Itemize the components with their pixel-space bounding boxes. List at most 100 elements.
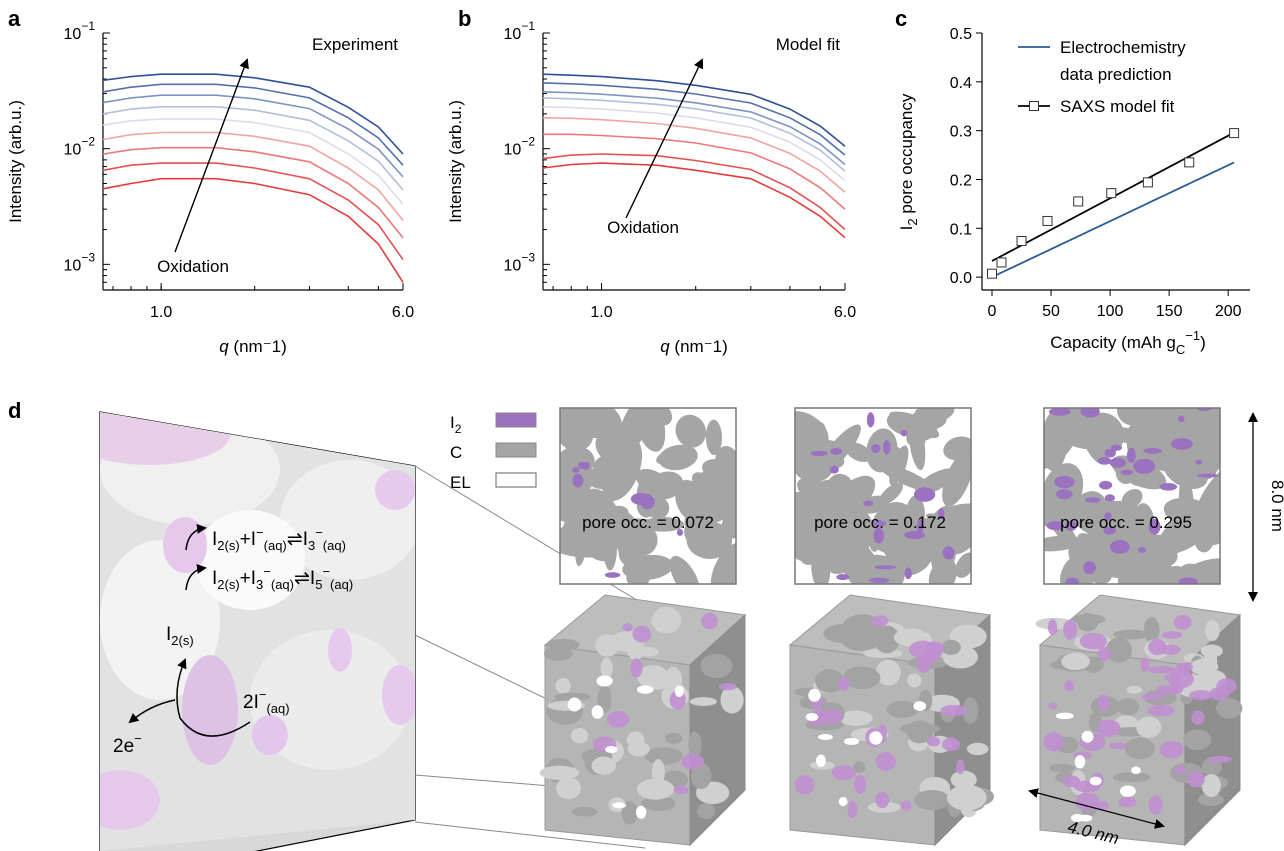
iodine-region bbox=[868, 577, 890, 584]
iodine-region bbox=[874, 565, 897, 570]
carbon-blob bbox=[814, 669, 845, 693]
carbon-blob bbox=[1124, 737, 1156, 760]
iodine-blob bbox=[837, 677, 850, 692]
carbon-blob bbox=[962, 697, 979, 725]
electron-arrow bbox=[128, 699, 176, 724]
pore-opening bbox=[591, 705, 604, 719]
legend-label-electrochemistry-2: data prediction bbox=[1060, 65, 1172, 84]
y-tick-label: 0.2 bbox=[950, 172, 972, 189]
iodine-region bbox=[863, 500, 874, 507]
electrons-label: 2e− bbox=[113, 731, 142, 757]
carbon-blob bbox=[886, 700, 919, 718]
pore-occ-label-3: pore occ. = 0.295 bbox=[1060, 513, 1192, 532]
iodine-blob bbox=[1097, 646, 1112, 661]
iodine-region bbox=[1065, 520, 1077, 531]
slice-content bbox=[1044, 408, 1220, 584]
iodine-region bbox=[572, 467, 580, 473]
carbon-region bbox=[701, 459, 731, 479]
pore-opening bbox=[869, 731, 883, 745]
iodine-region bbox=[873, 527, 884, 544]
carbon-blob bbox=[626, 638, 645, 661]
pore-opening bbox=[567, 697, 582, 712]
carbon-blob bbox=[1216, 698, 1243, 719]
y-tick-label: 10−3 bbox=[64, 250, 96, 274]
iodine-blob bbox=[673, 785, 689, 795]
iodine-region bbox=[1110, 540, 1130, 554]
iodine-blob bbox=[1062, 775, 1081, 788]
saxs-data-point bbox=[1016, 235, 1027, 246]
iodine-region bbox=[1046, 520, 1065, 531]
oxidation-label: Oxidation bbox=[607, 218, 679, 237]
pore-opening bbox=[1055, 712, 1074, 720]
y-tick-label: 0.1 bbox=[950, 221, 972, 238]
carbon-blob bbox=[688, 731, 702, 758]
iodine-blob bbox=[916, 653, 938, 665]
iodine-blob bbox=[900, 800, 912, 811]
iodine-blob bbox=[1097, 694, 1110, 712]
iodine-region bbox=[581, 461, 590, 470]
reaction-2: I2(s)+I3−(aq)⇌I5−(aq) bbox=[212, 564, 353, 592]
iodine-region bbox=[937, 508, 945, 520]
pore-opening bbox=[1081, 730, 1094, 743]
carbon-blob bbox=[1190, 658, 1219, 676]
cube-1 bbox=[539, 594, 747, 847]
iodine-region bbox=[942, 546, 955, 560]
carbon-region bbox=[1145, 416, 1168, 440]
carbon-region bbox=[828, 516, 864, 548]
x-tick-label: 6.0 bbox=[834, 304, 856, 321]
carbon-blob bbox=[636, 778, 675, 800]
iodine-region bbox=[1143, 448, 1163, 454]
iodine-blob bbox=[1187, 770, 1205, 788]
zoom-inset bbox=[99, 411, 646, 851]
y-tick-label: 10−2 bbox=[504, 135, 536, 159]
iodine-region bbox=[1170, 437, 1193, 450]
cross-section-slices bbox=[559, 407, 1221, 585]
saxs-data-point bbox=[1073, 196, 1084, 207]
y-axis-label: I2 pore occupancy bbox=[897, 93, 920, 230]
slice-content bbox=[560, 408, 736, 584]
pore-opening bbox=[843, 737, 860, 745]
carbon-blob bbox=[1048, 763, 1075, 773]
carbon-blob bbox=[1197, 793, 1225, 806]
carbon-region bbox=[845, 442, 872, 462]
x-axis-label: q (nm⁻1) bbox=[660, 337, 728, 356]
series-line-1 bbox=[542, 162, 846, 239]
legend-swatch-i2 bbox=[495, 412, 537, 428]
iodine-blob bbox=[1147, 666, 1176, 674]
iodine-blob bbox=[821, 709, 843, 724]
x-tick-label: 200 bbox=[1215, 303, 1242, 320]
carbon-blob bbox=[1113, 629, 1150, 640]
iodine-blob bbox=[1048, 702, 1058, 709]
carbon-blob bbox=[1105, 637, 1133, 663]
y-axis-label: Intensity (arb.u.) bbox=[6, 100, 25, 223]
carbon-region bbox=[675, 414, 707, 448]
iodine-blob bbox=[1159, 741, 1184, 759]
series-line-1 bbox=[102, 177, 404, 283]
zoom-line-bottom bbox=[414, 821, 646, 849]
chart-c-pore-occupancy: 0.0 0.1 0.2 0.3 0.4 0.5 0 50 100 150 200 Electroche… bbox=[897, 26, 1250, 357]
iodine-blob bbox=[831, 765, 856, 781]
iodine-region bbox=[1103, 526, 1117, 535]
carbon-blob bbox=[539, 765, 580, 780]
y-tick-label: 0.0 bbox=[950, 270, 972, 287]
iodine-region bbox=[810, 450, 828, 457]
carbon-region bbox=[675, 479, 707, 522]
pore-opening bbox=[913, 701, 927, 711]
chart-title: Model fit bbox=[776, 35, 841, 54]
iodine-region bbox=[1159, 482, 1178, 491]
series-line-7 bbox=[542, 91, 846, 166]
carbon-region bbox=[709, 497, 726, 519]
series-line-9 bbox=[542, 73, 846, 147]
slice-border bbox=[794, 407, 972, 585]
slice-2 bbox=[794, 407, 972, 585]
iodine-blob bbox=[701, 612, 718, 630]
iodine-blob bbox=[1189, 690, 1213, 701]
carbon-blob bbox=[966, 742, 989, 756]
carbon-blob bbox=[1143, 617, 1160, 644]
x-axis-label: q (nm⁻1) bbox=[219, 337, 287, 356]
pore-opening bbox=[815, 754, 826, 767]
iodine-blob bbox=[1155, 685, 1179, 695]
carbon-region bbox=[618, 408, 657, 452]
carbon-region bbox=[897, 553, 925, 570]
carbon-blob bbox=[555, 677, 571, 694]
